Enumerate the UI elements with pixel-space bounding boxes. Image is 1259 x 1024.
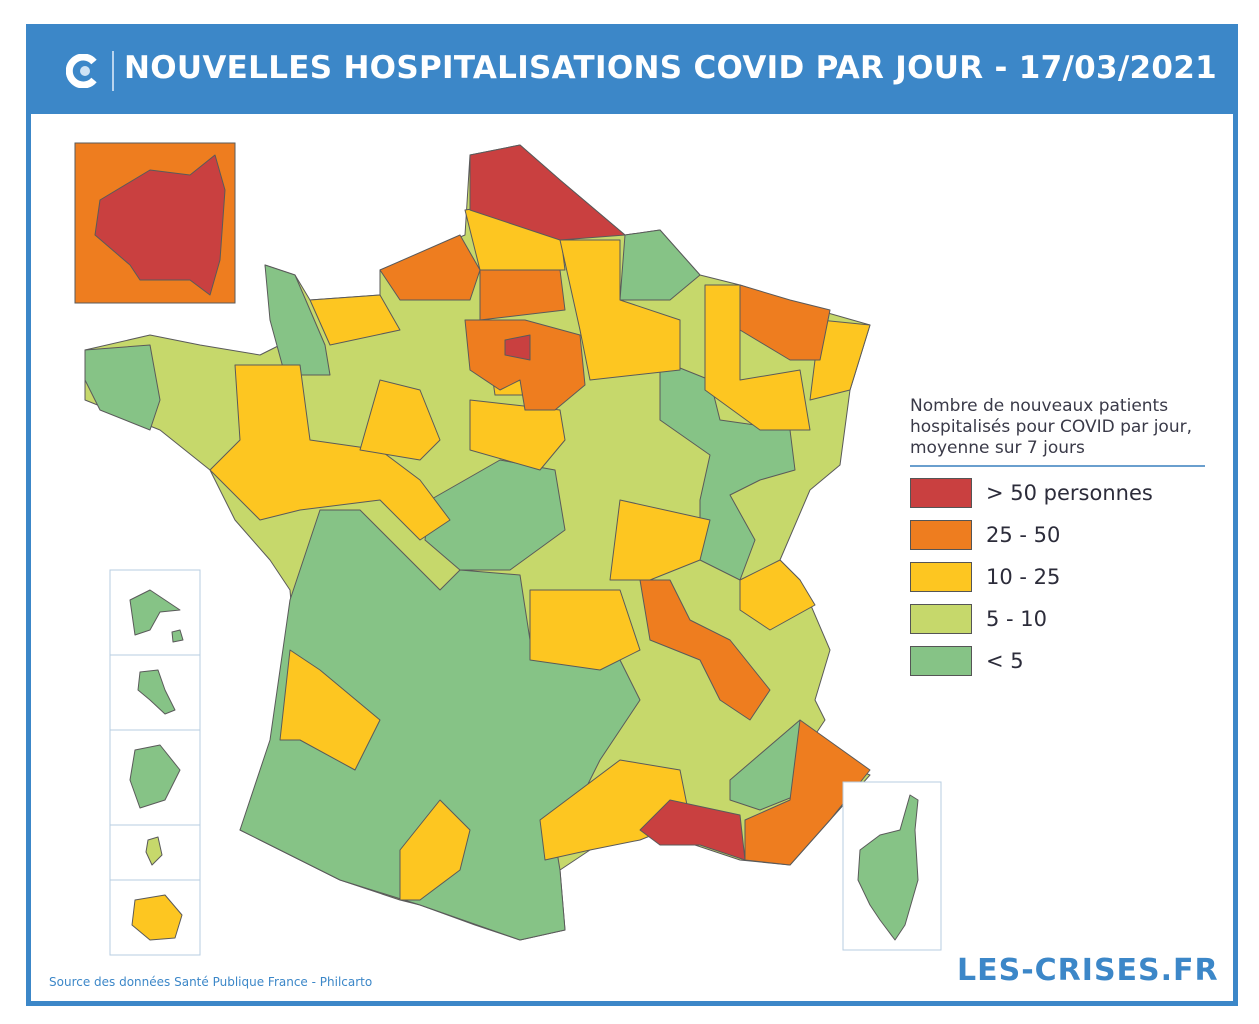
overseas-mayotte: [145, 836, 163, 866]
department-region: [809, 319, 871, 401]
department-region: [739, 559, 816, 631]
legend-item: 10 - 25: [910, 561, 1205, 593]
overseas-guadeloupe: [171, 629, 184, 643]
department-region: [609, 499, 711, 581]
source-note: Source des données Santé Publique France…: [49, 975, 373, 989]
department-region: [504, 334, 531, 361]
page-title: NOUVELLES HOSPITALISATIONS COVID PAR JOU…: [124, 50, 1217, 86]
legend-item: 5 - 10: [910, 603, 1205, 635]
overseas-guyane: [129, 744, 181, 809]
department-region: [529, 589, 641, 671]
department-region: [479, 269, 566, 321]
department-region: [279, 649, 381, 771]
legend: Nombre de nouveaux patients hospitalisés…: [910, 396, 1205, 677]
department-region: [209, 364, 451, 541]
department-region: [619, 229, 701, 301]
department-region: [239, 509, 641, 941]
overseas-guadeloupe: [129, 589, 181, 636]
department-region: [309, 294, 401, 346]
department-region: [379, 234, 481, 301]
department-region: [359, 379, 441, 461]
legend-swatch: [910, 604, 972, 634]
department-region: [84, 344, 161, 431]
department-region: [744, 719, 871, 866]
overseas-reunion: [131, 894, 183, 941]
legend-swatch: [910, 562, 972, 592]
legend-swatch: [910, 646, 972, 676]
legend-item: 25 - 50: [910, 519, 1205, 551]
department-region: [464, 319, 586, 411]
legend-item: < 5: [910, 645, 1205, 677]
department-region: [469, 144, 626, 241]
legend-label: > 50 personnes: [986, 481, 1153, 505]
department-region: [659, 359, 796, 581]
corsica-region: [857, 794, 919, 941]
legend-swatch: [910, 478, 972, 508]
department-region: [639, 799, 746, 861]
paris-inset-region: [94, 154, 226, 296]
legend-title: Nombre de nouveaux patients hospitalisés…: [910, 396, 1205, 467]
department-region: [264, 264, 331, 376]
brand-logo[interactable]: LES-CRISES.FR: [957, 953, 1219, 988]
header-separator: [112, 51, 114, 91]
legend-label: < 5: [986, 649, 1024, 673]
legend-label: 25 - 50: [986, 523, 1061, 547]
les-crises-c-icon: [66, 54, 97, 88]
legend-item: > 50 personnes: [910, 477, 1205, 509]
department-region: [399, 799, 471, 901]
department-region: [559, 239, 681, 381]
overseas-martinique: [137, 669, 176, 715]
header-banner: NOUVELLES HOSPITALISATIONS COVID PAR JOU…: [26, 24, 1238, 114]
legend-label: 10 - 25: [986, 565, 1061, 589]
department-region: [739, 284, 831, 361]
legend-swatch: [910, 520, 972, 550]
legend-label: 5 - 10: [986, 607, 1048, 631]
department-region: [639, 579, 771, 721]
